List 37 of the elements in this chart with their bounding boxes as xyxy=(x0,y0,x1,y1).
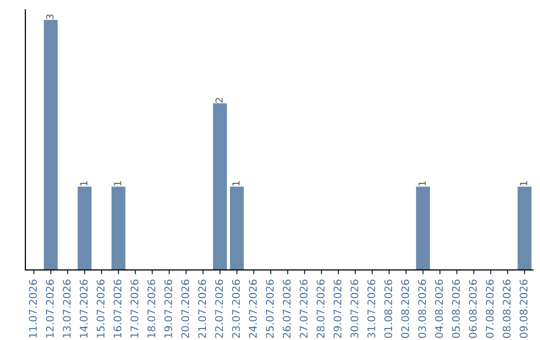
x-tick-label: 22.07.2026 xyxy=(215,280,223,338)
x-tick-label: 25.07.2026 xyxy=(266,280,274,338)
x-tick-label: 14.07.2026 xyxy=(80,280,88,338)
x-tick-label: 24.07.2026 xyxy=(248,280,257,338)
x-tick-label: 18.07.2026 xyxy=(147,280,156,338)
x-tick-label: 26.07.2026 xyxy=(282,280,291,338)
data-label: 1 xyxy=(232,181,240,186)
x-tick-label: 27.07.2026 xyxy=(300,280,308,338)
x-tick-label: 01.08.2026 xyxy=(384,280,392,338)
data-label: 1 xyxy=(80,181,88,186)
data-label: 1 xyxy=(418,181,426,186)
x-tick-label: 19.07.2026 xyxy=(164,280,172,338)
x-tick-label: 17.07.2026 xyxy=(130,280,138,338)
x-tick-label: 08.08.2026 xyxy=(502,280,511,338)
x-tick-label: 04.08.2026 xyxy=(435,280,443,338)
data-label: 1 xyxy=(520,181,528,186)
x-tick-label: 23.07.2026 xyxy=(232,280,240,338)
x-tick-label: 20.07.2026 xyxy=(181,280,190,338)
x-tick-label: 21.07.2026 xyxy=(198,280,206,338)
x-tick-label: 16.07.2026 xyxy=(114,280,122,338)
x-tick-label: 13.07.2026 xyxy=(62,280,71,338)
data-label: 2 xyxy=(215,98,223,103)
x-tick-label: 05.08.2026 xyxy=(452,280,460,338)
x-tick-label: 15.07.2026 xyxy=(96,280,105,338)
x-tick-label: 09.08.2026 xyxy=(520,280,528,338)
x-tick-label: 07.08.2026 xyxy=(486,280,494,338)
data-label: 1 xyxy=(114,181,122,186)
x-tick-label: 12.07.2026 xyxy=(46,280,54,338)
x-tick-label: 03.08.2026 xyxy=(418,280,426,338)
data-label: 3 xyxy=(46,14,54,20)
x-tick-label: 11.07.2026 xyxy=(28,280,37,338)
x-tick-label: 31.07.2026 xyxy=(367,280,376,338)
x-tick-label: 02.08.2026 xyxy=(401,280,410,338)
x-tick-label: 30.07.2026 xyxy=(350,280,358,338)
x-tick-label: 06.08.2026 xyxy=(468,280,477,338)
x-tick-label: 29.07.2026 xyxy=(334,280,342,338)
x-tick-label: 28.07.2026 xyxy=(316,280,324,338)
